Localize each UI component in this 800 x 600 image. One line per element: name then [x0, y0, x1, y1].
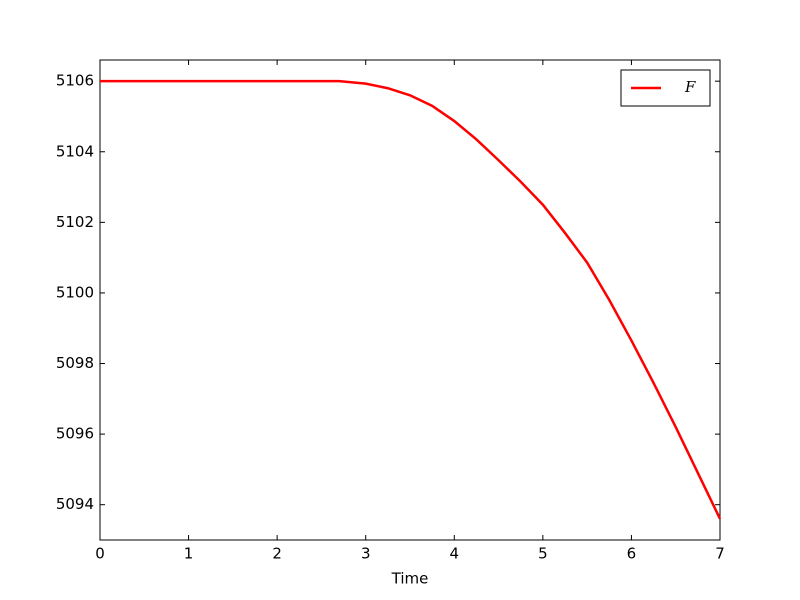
- x-tick-label: 5: [538, 545, 548, 563]
- y-tick-label: 5096: [56, 425, 94, 443]
- x-tick-label: 3: [361, 545, 371, 563]
- x-tick-label: 2: [272, 545, 282, 563]
- x-axis-label: Time: [391, 570, 429, 588]
- y-tick-label: 5106: [56, 72, 94, 90]
- y-tick-label: 5100: [56, 283, 94, 301]
- y-tick-label: 5098: [56, 354, 94, 372]
- x-tick-label: 4: [450, 545, 460, 563]
- x-tick-label: 6: [627, 545, 637, 563]
- plot-frame: [99, 59, 721, 541]
- data-line: [100, 79, 722, 520]
- y-tick-label: 5094: [56, 495, 94, 513]
- legend-label: F: [684, 78, 696, 96]
- x-tick-label: 1: [184, 545, 194, 563]
- y-tick-label: 5102: [56, 213, 94, 231]
- x-tick-label: 7: [715, 545, 725, 563]
- y-tick-label: 5104: [56, 142, 94, 160]
- x-tick-label: 0: [95, 545, 105, 563]
